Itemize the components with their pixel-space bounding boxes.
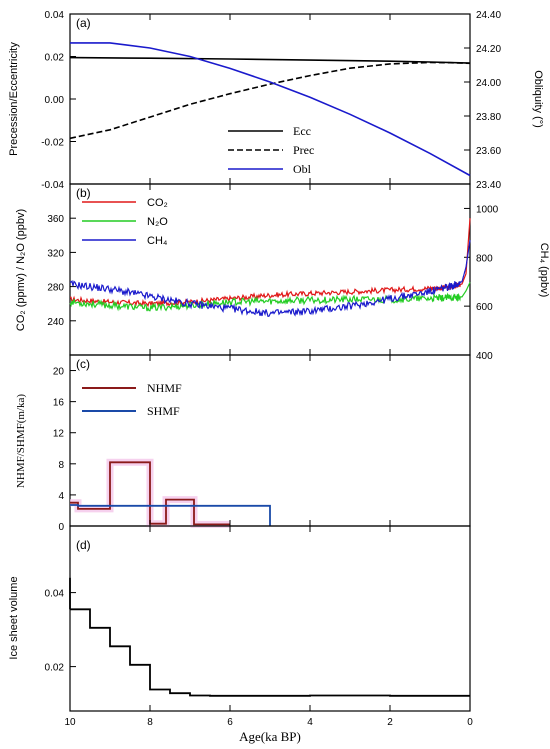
panel-d-yticks: 0.02 0.04 — [45, 589, 76, 674]
panel-d: (d) Ice sheet volume 0.02 0.04 — [8, 525, 471, 712]
ytick-label: 12 — [53, 429, 65, 440]
panel-c-yticks: 0 4 8 12 16 20 — [53, 367, 76, 533]
panel-c-legend: NHMF SHMF — [82, 381, 182, 418]
ytick-label-right: 23.60 — [476, 146, 501, 157]
panel-b-label: (b) — [76, 186, 91, 200]
panel-c-ylabel: NHMF/SHMF(m/ka) — [15, 394, 27, 488]
ytick-label: 4 — [58, 491, 64, 502]
xtick-label: 4 — [307, 717, 313, 728]
panel-a-label: (a) — [76, 16, 91, 30]
legend-label: N₂O — [147, 216, 168, 228]
panel-c-frame — [69, 354, 471, 527]
ytick-label: 0.00 — [45, 95, 65, 106]
panel-b: (b) CO₂ (ppmv) / N₂O (ppbv) CH₄ (ppbv) 2… — [15, 183, 550, 362]
panel-b-frame — [69, 183, 471, 356]
legend-label: Ecc — [293, 124, 311, 138]
ytick-label-right: 400 — [476, 351, 493, 362]
ytick-label: 0.04 — [45, 10, 65, 21]
series-line-1 — [69, 282, 471, 312]
legend-label: Obl — [293, 162, 312, 176]
ytick-label: 320 — [47, 248, 64, 259]
legend-label: CH₄ — [147, 235, 168, 247]
xtick-label: 2 — [387, 717, 393, 728]
panel-b-yticks: 240 280 320 360 — [47, 214, 76, 328]
ytick-label: 280 — [47, 283, 64, 294]
ytick-label: -0.04 — [41, 180, 64, 191]
panel-b-ylabel-right: CH₄ (ppbv) — [538, 243, 550, 298]
panel-d-lines — [69, 577, 470, 697]
panel-c: (c) NHMF/SHMF(m/ka) 0 4 8 12 16 20 NHMF SHMF — [15, 354, 471, 533]
panel-d-ylabel: Ice sheet volume — [8, 576, 20, 659]
legend-label: CO₂ — [147, 197, 168, 209]
panel-a-lines — [69, 42, 471, 177]
panel-c-label: (c) — [76, 357, 90, 371]
panel-a-yticks: -0.04 -0.02 0.00 0.02 0.04 — [41, 10, 76, 191]
ice-volume-line — [70, 608, 470, 697]
panel-a-ylabel: Precession/Eccentricity — [8, 42, 20, 156]
x-axis: 10 8 6 4 2 0 — [64, 14, 473, 728]
series-line-shmf — [70, 504, 271, 526]
ytick-label: 240 — [47, 317, 64, 328]
ytick-label-right: 24.20 — [476, 44, 501, 55]
ytick-label-right: 1000 — [476, 204, 499, 215]
ytick-label-right: 800 — [476, 253, 493, 264]
xtick-label: 0 — [467, 717, 473, 728]
series-line-nhmf — [70, 461, 230, 526]
x-axis-label: Age(ka BP) — [239, 729, 301, 744]
xtick-label: 8 — [147, 717, 153, 728]
panel-b-legend: CO₂ N₂O CH₄ — [82, 197, 168, 247]
legend-label: NHMF — [147, 381, 182, 395]
panel-d-frame — [69, 525, 471, 712]
ytick-label: 0.02 — [45, 53, 65, 64]
ytick-label: -0.02 — [41, 138, 64, 149]
ytick-label: 0 — [58, 522, 64, 533]
series-line-prec — [69, 61, 471, 140]
panel-a-legend: Ecc Prec Obl — [228, 124, 314, 176]
panel-d-label: (d) — [76, 538, 91, 552]
ytick-label: 20 — [53, 367, 65, 378]
ytick-label-right: 24.00 — [476, 78, 501, 89]
series-line-2 — [69, 240, 471, 317]
legend-label: Prec — [293, 143, 314, 157]
panel-b-lines — [69, 218, 471, 317]
ytick-label-right: 600 — [476, 302, 493, 313]
panel-a-ylabel-right: Obliquity (°) — [532, 70, 544, 128]
legend-label: SHMF — [147, 404, 180, 418]
panel-c-lines — [70, 458, 271, 528]
ytick-label: 0.04 — [45, 589, 65, 600]
ytick-label: 0.02 — [45, 663, 65, 674]
panel-b-ylabel: CO₂ (ppmv) / N₂O (ppbv) — [15, 209, 27, 331]
xtick-label: 10 — [64, 717, 76, 728]
ytick-label-right: 23.80 — [476, 112, 501, 123]
ytick-label-right: 24.40 — [476, 10, 501, 21]
ytick-label-right: 23.40 — [476, 180, 501, 191]
panel-a: (a) Precession/Eccentricity Obliquity (°… — [8, 10, 544, 191]
ytick-label: 360 — [47, 214, 64, 225]
series-line-ecc — [69, 56, 471, 64]
ytick-label: 8 — [58, 460, 64, 471]
ytick-label: 16 — [53, 398, 65, 409]
series-line-obl — [70, 42, 471, 177]
panel-a-frame — [69, 13, 471, 185]
series-line-0 — [69, 218, 471, 308]
xtick-label: 6 — [227, 717, 233, 728]
